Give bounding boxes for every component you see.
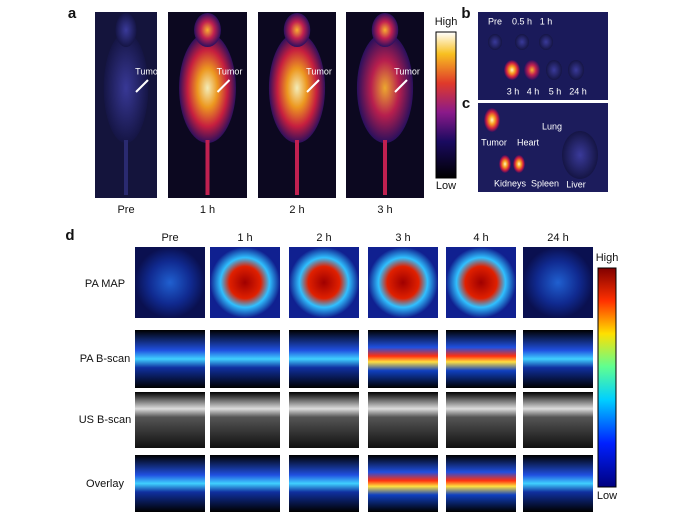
label: 4 h [527, 86, 540, 96]
organ-spot [568, 60, 584, 80]
mouse-body [103, 33, 149, 143]
mouse-head [283, 13, 311, 47]
organ-spot [488, 34, 502, 50]
scan-image [289, 455, 359, 512]
organ [484, 108, 500, 132]
label: 2 h [316, 232, 331, 244]
label: 1 h [540, 16, 553, 26]
arrow [135, 79, 149, 93]
label: 2 h [289, 204, 304, 216]
scan-image [446, 247, 516, 318]
mouse-body [268, 33, 326, 143]
scan-image [135, 392, 205, 448]
scan-image [289, 247, 359, 318]
organ-spot [546, 60, 562, 80]
label: Low [597, 490, 617, 502]
label: Tumor [481, 137, 507, 147]
label: 1 h [200, 204, 215, 216]
label: Tumor [394, 66, 420, 76]
scan-image [368, 392, 438, 448]
organ-spot [539, 34, 553, 50]
label: 5 h [549, 86, 562, 96]
scan-image [135, 455, 205, 512]
scan-image [523, 455, 593, 512]
label: c [462, 95, 470, 112]
label: 3 h [377, 204, 392, 216]
label: Tumor [135, 66, 161, 76]
scan-image [135, 330, 205, 388]
scan-image [289, 392, 359, 448]
arrow [394, 79, 408, 93]
label: a [68, 5, 77, 22]
organ-spot [524, 60, 540, 80]
label: High [596, 252, 619, 264]
label: Tumor [217, 66, 243, 76]
organ-spot [504, 60, 520, 80]
scan-image [523, 330, 593, 388]
colorbar [597, 267, 617, 488]
organ [513, 155, 525, 173]
label: US B-scan [79, 414, 132, 426]
scan-image [210, 330, 280, 388]
scan-image [289, 330, 359, 388]
label: Spleen [531, 178, 559, 188]
label: PA B-scan [80, 353, 131, 365]
scan-image [523, 392, 593, 448]
label: Heart [517, 137, 540, 147]
organ-spot [515, 34, 529, 50]
label: Lung [542, 121, 562, 131]
label: High [435, 16, 458, 28]
scan-image [446, 455, 516, 512]
scan-image [210, 392, 280, 448]
label: 1 h [237, 232, 252, 244]
label: Liver [566, 179, 586, 189]
mouse-head [194, 13, 221, 47]
label: Overlay [86, 478, 124, 490]
scan-image [368, 247, 438, 318]
mouse-tail [383, 140, 387, 195]
label: Low [436, 180, 456, 192]
organ [499, 155, 511, 173]
label: Pre [161, 232, 178, 244]
scan-image [523, 247, 593, 318]
mouse-head [115, 13, 137, 47]
scan-image [210, 247, 280, 318]
mouse-tail [295, 140, 299, 195]
scan-image [135, 247, 205, 318]
arrow [216, 79, 231, 93]
label: d [65, 227, 74, 244]
mouse-tail [205, 140, 210, 195]
scan-image [210, 455, 280, 512]
label: 3 h [507, 86, 520, 96]
label: Kidneys [494, 178, 527, 188]
mouse-tail [124, 140, 128, 195]
mouse-body [356, 33, 414, 143]
label: Pre [488, 16, 502, 26]
arrow [306, 79, 320, 93]
label: Pre [117, 204, 134, 216]
label: 4 h [473, 232, 488, 244]
label: 24 h [547, 232, 568, 244]
label: 24 h [569, 86, 587, 96]
label: Tumor [306, 66, 332, 76]
label: 0.5 h [512, 16, 532, 26]
label: PA MAP [85, 278, 125, 290]
scan-image [446, 392, 516, 448]
organ [562, 131, 598, 179]
image-frame [478, 12, 608, 100]
label: b [461, 5, 470, 22]
label: 3 h [395, 232, 410, 244]
colorbar [435, 31, 457, 179]
scan-image [446, 330, 516, 388]
mouse-head [371, 13, 399, 47]
mouse-body [179, 33, 236, 143]
scan-image [368, 455, 438, 512]
scan-image [368, 330, 438, 388]
